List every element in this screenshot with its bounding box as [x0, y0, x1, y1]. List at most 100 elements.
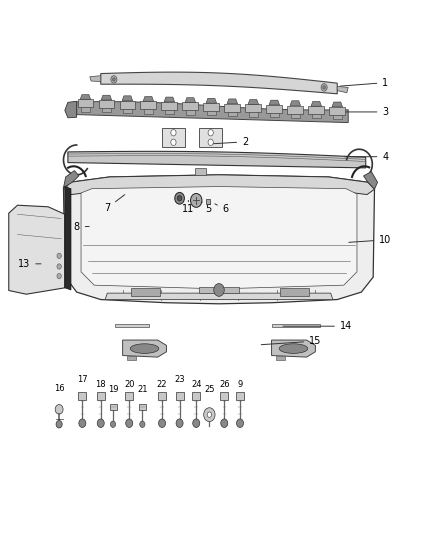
- Polygon shape: [272, 324, 320, 327]
- Text: 9: 9: [237, 380, 243, 389]
- Polygon shape: [162, 102, 177, 110]
- Circle shape: [208, 130, 213, 136]
- Polygon shape: [206, 98, 216, 103]
- Polygon shape: [199, 287, 239, 293]
- Polygon shape: [120, 101, 135, 109]
- Text: 22: 22: [157, 380, 167, 389]
- Text: 20: 20: [124, 380, 134, 389]
- Polygon shape: [131, 288, 160, 296]
- Text: 7: 7: [104, 195, 125, 213]
- Polygon shape: [144, 109, 153, 114]
- Polygon shape: [203, 103, 219, 111]
- Polygon shape: [248, 100, 258, 104]
- Polygon shape: [185, 98, 196, 102]
- Polygon shape: [276, 356, 285, 360]
- Polygon shape: [272, 340, 315, 357]
- Polygon shape: [192, 392, 200, 400]
- Polygon shape: [64, 175, 374, 304]
- Polygon shape: [266, 105, 282, 113]
- Polygon shape: [195, 168, 206, 175]
- Polygon shape: [206, 199, 210, 204]
- Polygon shape: [127, 356, 136, 360]
- Polygon shape: [122, 96, 133, 101]
- Polygon shape: [105, 293, 333, 300]
- Polygon shape: [164, 97, 175, 102]
- Polygon shape: [125, 392, 133, 400]
- Polygon shape: [228, 112, 237, 116]
- Polygon shape: [291, 114, 300, 118]
- Polygon shape: [337, 86, 348, 93]
- Circle shape: [323, 86, 325, 89]
- Circle shape: [56, 421, 62, 428]
- Polygon shape: [65, 175, 374, 195]
- Polygon shape: [199, 128, 222, 147]
- Polygon shape: [287, 106, 303, 114]
- Text: 10: 10: [349, 235, 392, 245]
- Text: 26: 26: [219, 380, 230, 389]
- Circle shape: [55, 405, 63, 414]
- Circle shape: [193, 419, 200, 427]
- Polygon shape: [332, 102, 343, 107]
- Polygon shape: [141, 101, 156, 109]
- Polygon shape: [236, 392, 244, 400]
- Text: 21: 21: [137, 385, 148, 394]
- Polygon shape: [123, 340, 166, 357]
- Circle shape: [159, 419, 166, 427]
- Circle shape: [110, 421, 116, 427]
- Polygon shape: [270, 113, 279, 117]
- Circle shape: [176, 419, 183, 427]
- Polygon shape: [81, 187, 357, 289]
- Text: 4: 4: [344, 152, 389, 161]
- Circle shape: [237, 419, 244, 427]
- Circle shape: [207, 412, 212, 417]
- Polygon shape: [162, 128, 185, 147]
- Polygon shape: [224, 104, 240, 112]
- Text: 6: 6: [215, 204, 229, 214]
- Polygon shape: [90, 76, 101, 82]
- Polygon shape: [115, 324, 149, 327]
- Polygon shape: [64, 171, 79, 188]
- Polygon shape: [9, 205, 65, 294]
- Polygon shape: [165, 110, 174, 114]
- Ellipse shape: [279, 344, 308, 353]
- Circle shape: [204, 408, 215, 422]
- Text: 1: 1: [340, 78, 389, 87]
- Polygon shape: [110, 404, 117, 410]
- Polygon shape: [81, 107, 90, 111]
- Polygon shape: [77, 102, 348, 123]
- Polygon shape: [333, 115, 342, 119]
- Circle shape: [97, 419, 104, 427]
- Text: 5: 5: [201, 201, 211, 214]
- Polygon shape: [249, 112, 258, 117]
- Polygon shape: [207, 111, 215, 115]
- Polygon shape: [227, 99, 237, 104]
- Polygon shape: [139, 404, 146, 410]
- Polygon shape: [78, 392, 86, 400]
- Polygon shape: [80, 94, 91, 99]
- Text: 14: 14: [283, 321, 352, 331]
- Polygon shape: [143, 96, 154, 101]
- Circle shape: [57, 273, 61, 279]
- Circle shape: [221, 419, 228, 427]
- Polygon shape: [329, 107, 345, 115]
- Circle shape: [57, 253, 61, 259]
- Polygon shape: [158, 392, 166, 400]
- Text: 2: 2: [213, 137, 248, 147]
- Circle shape: [79, 419, 86, 427]
- Text: 11: 11: [182, 200, 194, 214]
- Text: 24: 24: [191, 380, 201, 389]
- Polygon shape: [101, 72, 337, 94]
- Text: 8: 8: [74, 222, 89, 231]
- Polygon shape: [311, 101, 321, 106]
- Circle shape: [177, 196, 182, 201]
- Circle shape: [126, 419, 133, 427]
- Circle shape: [214, 284, 224, 296]
- Polygon shape: [65, 187, 71, 290]
- Polygon shape: [290, 101, 300, 106]
- Text: 13: 13: [18, 259, 41, 269]
- Circle shape: [208, 139, 213, 146]
- Circle shape: [171, 130, 176, 136]
- Polygon shape: [280, 288, 309, 296]
- Circle shape: [57, 264, 61, 269]
- Polygon shape: [99, 100, 114, 108]
